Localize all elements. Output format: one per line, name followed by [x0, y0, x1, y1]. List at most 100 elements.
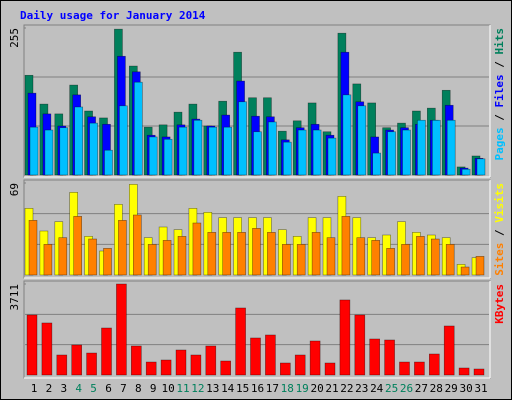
x-tick-label: 18	[281, 382, 294, 395]
bar	[131, 345, 142, 376]
x-tick-label: 20	[310, 382, 323, 395]
legend-entry: KBytes	[493, 284, 506, 324]
x-tick-label: 11	[176, 382, 189, 395]
legend: Sites / Visits	[493, 183, 506, 276]
bar	[296, 244, 306, 276]
bar	[265, 334, 276, 376]
x-tick-label: 16	[251, 382, 264, 395]
bar	[417, 119, 426, 176]
bar	[162, 240, 172, 276]
x-tick-label: 3	[60, 382, 67, 395]
bar	[281, 244, 291, 276]
legend: KBytes	[493, 284, 506, 324]
bar	[29, 126, 39, 176]
bar	[354, 314, 366, 376]
bar	[103, 248, 112, 276]
x-tick-label: 26	[400, 382, 413, 395]
y-tick-label: 255	[8, 28, 21, 48]
x-tick-label: 12	[191, 382, 204, 395]
x-tick-label: 21	[325, 382, 338, 395]
x-tick-label: 22	[340, 382, 353, 395]
x-tick-label: 4	[75, 382, 82, 395]
bar	[252, 228, 261, 276]
x-tick-label: 13	[206, 382, 219, 395]
x-tick-label: 9	[150, 382, 157, 395]
bar	[205, 345, 217, 376]
bar	[431, 119, 441, 176]
bar	[26, 314, 38, 376]
bar	[384, 339, 395, 376]
legend-entry: Pages	[493, 127, 506, 160]
bar	[267, 232, 276, 276]
bar	[148, 136, 158, 176]
y-tick-label: 69	[8, 183, 21, 196]
bar	[401, 244, 410, 276]
bar	[402, 129, 411, 176]
x-tick-label: 30	[459, 382, 472, 395]
bar	[312, 129, 322, 176]
bar	[73, 216, 82, 276]
bar	[461, 168, 471, 176]
legend-entry: Files	[493, 74, 506, 107]
x-tick-label: 17	[266, 382, 279, 395]
x-tick-label: 5	[90, 382, 97, 395]
bar	[160, 359, 172, 376]
bar	[414, 361, 425, 376]
bar	[430, 238, 440, 276]
x-tick-label: 6	[105, 382, 112, 395]
bar	[475, 256, 485, 276]
bar	[119, 105, 128, 176]
bar	[163, 138, 173, 176]
bar	[446, 119, 456, 176]
bar	[371, 240, 381, 276]
bar	[28, 220, 38, 276]
y-tick-label: 3711	[8, 284, 21, 311]
bar	[207, 232, 217, 276]
bar	[235, 307, 246, 376]
bar	[356, 237, 366, 276]
bar	[44, 129, 54, 176]
bar	[193, 119, 203, 176]
bar	[342, 94, 352, 176]
x-tick-label: 15	[236, 382, 249, 395]
bar	[88, 238, 97, 276]
bar	[341, 216, 351, 276]
bar	[222, 232, 231, 276]
x-tick-label: 8	[135, 382, 142, 395]
bar	[279, 362, 291, 376]
bar	[445, 244, 455, 276]
bar	[372, 152, 382, 176]
x-tick-label: 2	[46, 382, 53, 395]
bar	[387, 131, 396, 176]
legend-separator: /	[493, 55, 506, 75]
x-tick-label: 10	[161, 382, 174, 395]
bar	[133, 214, 142, 276]
bar	[145, 361, 157, 376]
bar	[326, 237, 336, 276]
bar	[71, 344, 82, 376]
bar	[282, 141, 292, 176]
bar	[294, 354, 306, 376]
x-tick-label: 24	[370, 382, 384, 395]
bar	[118, 220, 127, 276]
bar	[147, 244, 157, 276]
bar	[220, 360, 231, 376]
bar	[416, 236, 425, 276]
bar	[59, 127, 69, 176]
bar	[192, 222, 202, 276]
x-tick-label: 19	[296, 382, 309, 395]
bar	[190, 354, 202, 376]
bar	[134, 81, 143, 176]
bar	[250, 337, 261, 376]
bar	[476, 158, 486, 176]
bar	[58, 237, 68, 276]
x-tick-label: 31	[474, 382, 487, 395]
legend-entry: Visits	[493, 183, 506, 223]
bar	[237, 232, 246, 276]
bar	[460, 266, 470, 276]
bar	[86, 352, 97, 376]
x-tick-label: 29	[445, 382, 458, 395]
legend-entry: Sites	[493, 243, 506, 276]
legend-separator: /	[493, 108, 506, 128]
